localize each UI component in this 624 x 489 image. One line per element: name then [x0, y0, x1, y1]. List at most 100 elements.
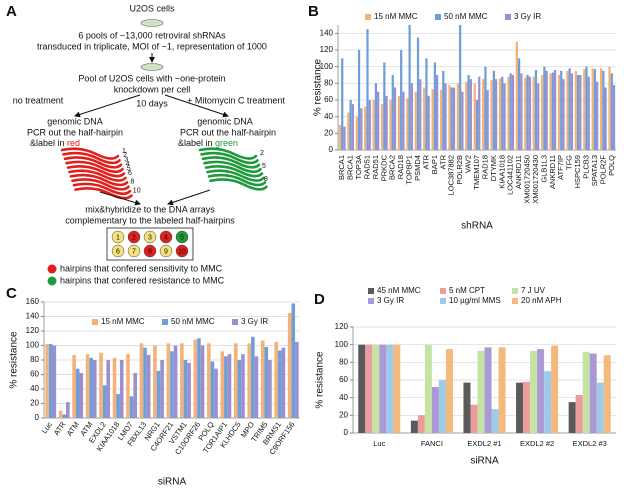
y-tick-label: 20 — [339, 410, 348, 419]
y-tick-label: 0 — [344, 428, 349, 437]
x-tick-label: KIAA1018 — [497, 155, 506, 189]
x-tick-label: RAD51 — [362, 155, 371, 179]
bar — [442, 70, 445, 150]
legend-swatch — [512, 288, 518, 294]
bar — [498, 78, 502, 150]
bar — [254, 356, 259, 418]
panel-label: B — [308, 3, 319, 20]
hairpin-number: 3 — [124, 157, 128, 164]
bar — [596, 382, 604, 433]
bar — [408, 25, 411, 150]
bar — [424, 344, 432, 433]
bar — [377, 91, 380, 150]
bar — [583, 69, 586, 150]
bar — [509, 73, 512, 150]
step-text: PCR out the half-hairpin — [27, 127, 123, 137]
step-text: mix&hybridize to the DNA arrays — [85, 204, 215, 214]
bar — [102, 385, 107, 418]
step-text: PCR out the half-hairpin — [180, 127, 276, 137]
bar — [241, 354, 245, 418]
bar — [439, 90, 443, 150]
y-tick-label: 140 — [26, 312, 40, 321]
hairpin — [204, 164, 264, 178]
bar — [233, 343, 238, 418]
x-tick-label: PLCB3 — [581, 155, 590, 179]
x-tick-label: VAV2 — [464, 155, 473, 173]
bar — [368, 100, 371, 150]
branch-text: 10 days — [136, 98, 168, 108]
bar — [549, 73, 552, 150]
bar — [498, 347, 506, 433]
hairpin — [69, 173, 129, 187]
bar — [574, 70, 577, 150]
bar — [99, 352, 103, 418]
y-tick-label: 20 — [30, 399, 39, 408]
legend-label: 10 µg/ml MMS — [449, 296, 501, 305]
x-tick-label: PRKDC — [379, 154, 388, 181]
bar — [274, 341, 278, 418]
x-tick-label: XM001720430 — [531, 155, 540, 204]
x-tick-label: BRCA1 — [346, 155, 355, 180]
hairpin-number: 10 — [133, 187, 141, 194]
hairpin — [62, 151, 121, 165]
bar — [582, 351, 590, 433]
legend-label: 50 nM MMC — [171, 317, 215, 326]
legend-text: hairpins that confered resistance to MMC — [60, 275, 225, 285]
spot-number: 8 — [148, 248, 152, 255]
arrow — [74, 94, 141, 118]
spot-number: 3 — [148, 234, 152, 241]
bar — [490, 80, 493, 150]
branch-text: no treatment — [13, 95, 64, 105]
y-tick-label: 0 — [329, 145, 334, 154]
bar — [79, 373, 84, 418]
bar — [365, 344, 373, 433]
hairpin — [74, 186, 133, 200]
step-text: genomic DNA — [197, 116, 253, 126]
x-tick-label: DTYMK — [489, 155, 498, 181]
bar — [523, 381, 531, 433]
bar — [173, 345, 178, 418]
bar — [459, 25, 462, 150]
bar — [62, 414, 67, 418]
chart: C 0 20 40 60 80 100 120 140 160 15 nM MMC 50 nM MMC… — [6, 285, 300, 488]
bar — [469, 79, 472, 150]
legend-swatch — [440, 288, 446, 294]
y-tick-label: 40 — [324, 112, 333, 121]
x-tick-label: TOPBP1 — [405, 155, 414, 184]
bar — [410, 420, 418, 433]
array-spot — [111, 244, 125, 258]
bar — [526, 75, 529, 150]
label-color: green — [215, 138, 238, 148]
bar — [112, 357, 117, 418]
green-hairpins: 2 5 8 — [198, 147, 268, 191]
step-text: U2OS cells — [129, 3, 175, 13]
bar — [351, 104, 355, 150]
panel-label: A — [6, 3, 17, 20]
step-text: &label in red — [30, 138, 80, 148]
bar — [417, 415, 425, 433]
dish — [140, 63, 164, 71]
bar — [593, 69, 597, 150]
legend-swatch — [440, 298, 446, 304]
bar — [281, 347, 286, 418]
bar — [119, 360, 124, 418]
x-tick-label: ATR — [52, 420, 68, 437]
hairpin-number: 5 — [127, 165, 131, 172]
hairpin — [65, 160, 124, 174]
bar — [156, 370, 161, 418]
bar — [393, 344, 401, 433]
bar — [602, 70, 605, 150]
chart: D 0 20 40 60 80 100 120 45 nM MMC 5 nM CPT 7 J UV 3… — [314, 286, 616, 467]
x-axis-title: shRNA — [461, 221, 493, 232]
bar — [389, 100, 392, 150]
hairpin-number: 6 — [128, 170, 132, 177]
y-tick-label: 100 — [320, 62, 334, 71]
bar — [92, 360, 97, 418]
bar — [347, 112, 350, 150]
legend-swatch — [435, 14, 441, 20]
bar — [75, 368, 80, 418]
bar — [433, 62, 437, 150]
bar — [551, 345, 559, 433]
x-tick-label: BRCA2 — [388, 155, 397, 180]
bar — [587, 76, 590, 150]
